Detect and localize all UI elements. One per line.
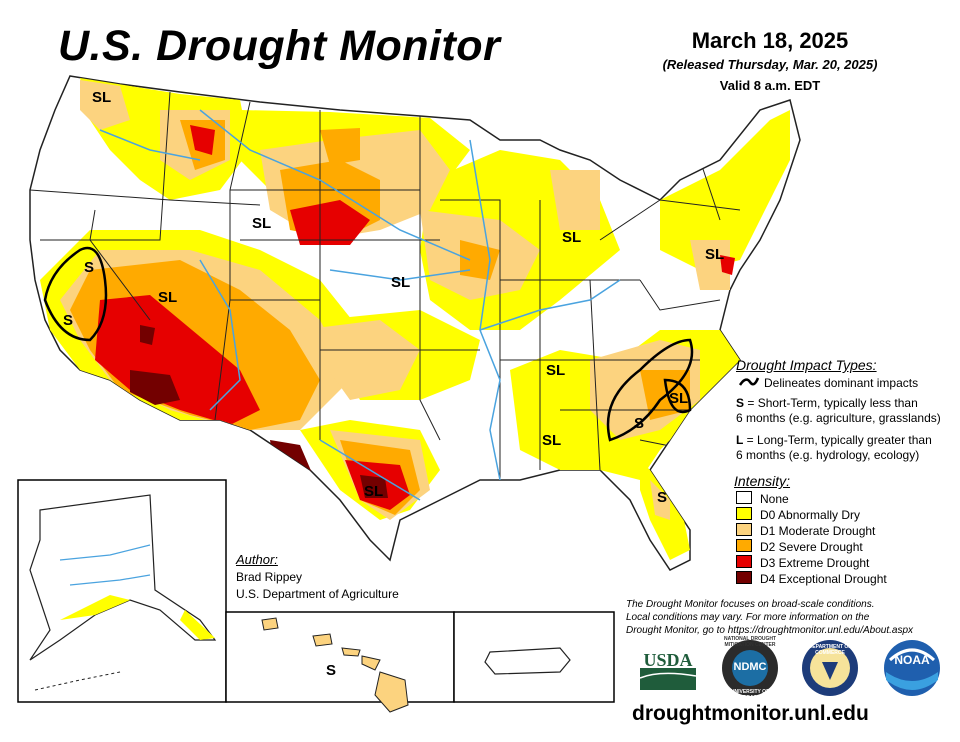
impact-short-term-line2: 6 months (e.g. agriculture, grasslands) [736, 411, 941, 425]
impact-lines [43, 246, 694, 442]
ndmc-sub-text: UNIVERSITY OF NEBRASKA [730, 689, 770, 701]
intensity-item-d3: D3 Extreme Drought [736, 555, 887, 571]
intensity-legend-list: None D0 Abnormally Dry D1 Moderate Droug… [736, 491, 887, 587]
label-sl-northeast: SL [705, 246, 725, 263]
impact-line-sample [738, 377, 760, 386]
intensity-item-d4: D4 Exceptional Drought [736, 571, 887, 587]
usda-logo [639, 668, 697, 690]
usda-logo-text: USDA [643, 650, 693, 670]
disclaimer-line3[interactable]: Drought Monitor, go to https://droughtmo… [626, 625, 914, 636]
label-sl-nebraska: SL [391, 274, 411, 291]
impact-long-term-line2: 6 months (e.g. hydrology, ecology) [736, 448, 920, 462]
page-title: U.S. Drought Monitor [58, 22, 501, 70]
swatch-d1 [736, 523, 752, 536]
label-sl-wyoming: SL [252, 215, 272, 232]
swatch-d0 [736, 507, 752, 520]
label-sl-michigan: SL [562, 229, 582, 246]
site-url[interactable]: droughtmonitor.unl.edu [632, 702, 869, 725]
label-s-california-south: S [63, 312, 74, 329]
label-sl-texas: SL [364, 483, 384, 500]
intensity-item-d2: D2 Severe Drought [736, 539, 887, 555]
impact-long-term-line1: L = Long-Term, typically greater than [736, 433, 932, 447]
commerce-logo [802, 640, 858, 696]
release-date: (Released Thursday, Mar. 20, 2025) [662, 57, 878, 72]
intensity-item-none: None [736, 491, 887, 507]
impact-line-description: Delineates dominant impacts [764, 376, 919, 390]
label-s-california-north: S [84, 259, 95, 276]
ndmc-logo-text: NDMC [733, 661, 767, 673]
noaa-logo-text: NOAA [894, 653, 930, 667]
label-s-georgia: S [634, 415, 645, 432]
noaa-logo [884, 640, 940, 696]
hawaii-inset-frame [225, 611, 455, 703]
label-sl-mississippi: SL [546, 362, 566, 379]
puerto-rico-shape [484, 647, 571, 675]
author-organization: U.S. Department of Agriculture [236, 587, 399, 601]
hawaii-islands [261, 617, 409, 713]
label-sl-pacific-nw: SL [92, 89, 112, 106]
disclaimer-line1: The Drought Monitor focuses on broad-sca… [626, 599, 875, 610]
label-sl-nevada: SL [158, 289, 178, 306]
label-sl-carolina: SL [669, 390, 689, 407]
intensity-item-d0: D0 Abnormally Dry [736, 507, 887, 523]
label-sl-alabama: SL [542, 432, 562, 449]
author-heading: Author: [236, 552, 278, 567]
label-s-florida: S [657, 489, 668, 506]
intensity-legend-heading: Intensity: [734, 473, 791, 489]
rivers [99, 109, 621, 501]
impact-short-term-line1: S = Short-Term, typically less than [736, 396, 918, 410]
disclaimer-line2: Local conditions may vary. For more info… [626, 612, 870, 623]
swatch-d3 [736, 555, 752, 568]
ndmc-logo [722, 640, 778, 696]
author-name: Brad Rippey [236, 570, 303, 584]
label-s-hawaii: S [326, 662, 337, 679]
impact-legend-heading: Drought Impact Types: [736, 357, 877, 373]
swatch-d4 [736, 571, 752, 584]
map-date: March 18, 2025 [691, 28, 849, 53]
commerce-ring-text: DEPARTMENT OF COMMERCE [808, 644, 852, 656]
intensity-item-d1: D1 Moderate Drought [736, 523, 887, 539]
ndmc-ring-text: NATIONAL DROUGHT MITIGATION CENTER [723, 636, 777, 648]
state-borders [30, 91, 741, 480]
valid-time: Valid 8 a.m. EDT [719, 78, 821, 93]
swatch-d2 [736, 539, 752, 552]
swatch-none [736, 491, 752, 504]
disclaimer: The Drought Monitor focuses on broad-sca… [626, 598, 956, 637]
